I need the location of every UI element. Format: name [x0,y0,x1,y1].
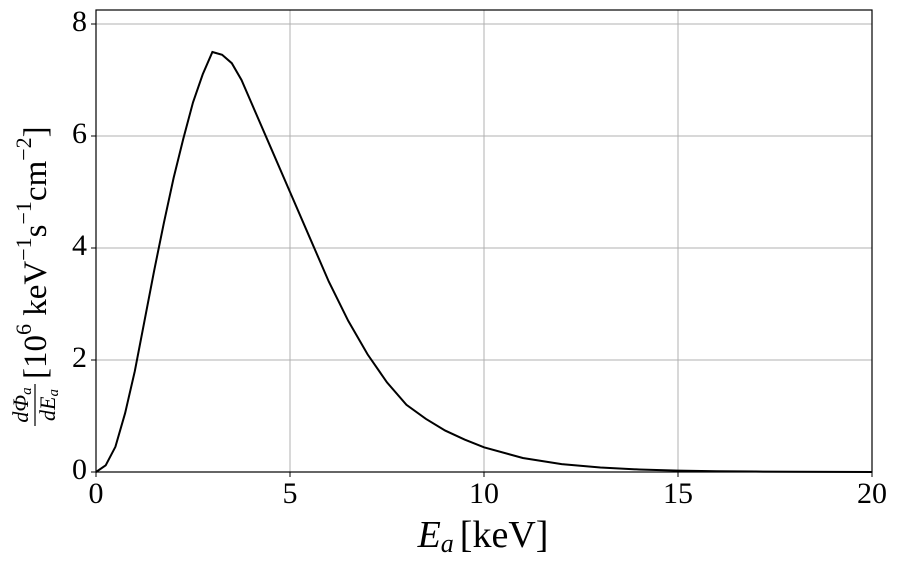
y-label-numerator-main: dΦ [8,395,33,423]
y-label-denominator: dEa [35,389,62,421]
y-label-denominator-main: dE [35,396,60,421]
y-label-sup: −2 [11,137,36,160]
y-label-sup: 6 [11,324,36,335]
y-label-numerator-sub: a [19,387,35,395]
y-label-sup: −1 [11,201,36,224]
y-label-text: ] [18,126,54,137]
x-label-main: E [417,514,441,556]
y-label-text: keV [18,261,54,324]
y-label-numerator: dΦa [8,387,35,422]
x-tick-label: 20 [857,477,887,510]
y-tick-label: 0 [72,453,87,486]
plot [95,50,873,473]
y-label-sup: −1 [11,237,36,260]
y-label-text: cm [18,160,54,201]
y-tick-label: 6 [72,117,87,150]
x-tick-label: 10 [469,477,499,510]
y-tick-label: 4 [72,229,87,262]
y-tick-label: 8 [72,5,87,38]
x-tick-label: 15 [663,477,693,510]
x-label-sub: a [441,529,454,558]
y-label-text: [10 [18,335,54,379]
x-tick-label: 0 [89,477,104,510]
y-label-units: [106 keV−1s−1cm−2] [11,126,54,379]
y-tick-label: 2 [72,341,87,374]
y-label-denominator-sub: a [46,389,62,397]
x-label-unit: [keV] [460,514,549,556]
line [95,50,873,473]
grid [95,10,873,473]
x-axis-label: Ea [keV] [417,514,549,558]
x-tick-label: 5 [283,477,298,510]
y-label-text: s [18,225,54,238]
